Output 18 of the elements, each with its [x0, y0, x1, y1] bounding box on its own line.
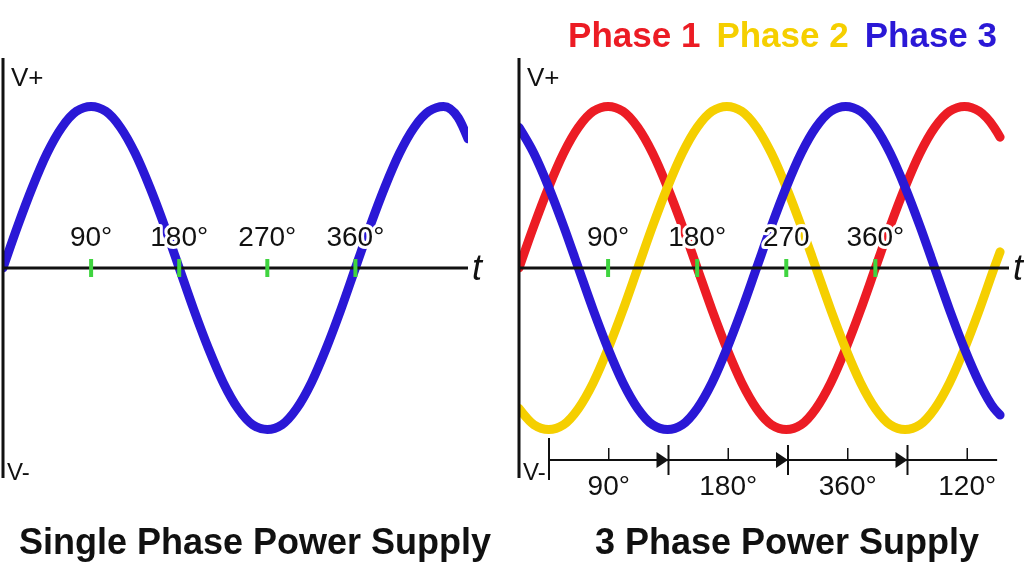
- text: V+: [11, 62, 44, 92]
- text: 180°: [699, 470, 758, 501]
- series-label: Phase 2: [716, 15, 849, 54]
- series-label: Phase 1: [568, 15, 701, 54]
- text: 3 Phase Power Supply: [593, 521, 981, 562]
- x-tick-label: 270°: [238, 221, 297, 252]
- x-tick-label: 90°: [69, 221, 113, 252]
- text: V-: [523, 458, 546, 485]
- text: 360°: [818, 470, 877, 501]
- x-tick-label: 90°: [586, 221, 630, 252]
- text: 90°: [587, 470, 630, 501]
- text: 120°: [938, 470, 997, 501]
- x-axis-title: t: [1013, 247, 1024, 288]
- text: V+: [527, 62, 560, 92]
- text: Single Phase Power Supply: [17, 521, 493, 562]
- text: V-: [7, 458, 30, 485]
- series-label: Phase 3: [864, 15, 997, 54]
- x-axis-title: t: [472, 247, 484, 288]
